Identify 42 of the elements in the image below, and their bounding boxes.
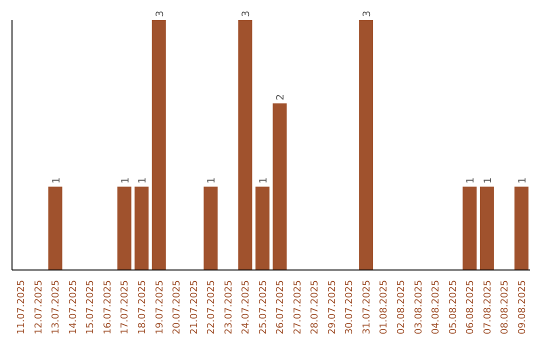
x-tick-label: 07.08.2025: [482, 280, 494, 334]
x-tick-label: 04.08.2025: [430, 280, 442, 334]
x-tick-label: 18.07.2025: [137, 280, 148, 334]
x-tick-label: 01.08.2025: [378, 280, 390, 334]
data-label: 3: [362, 10, 374, 17]
x-tick-label: 08.08.2025: [500, 280, 511, 334]
x-tick-label: 28.07.2025: [310, 280, 321, 334]
x-tick-label: 29.07.2025: [326, 280, 338, 334]
x-tick-label: 13.07.2025: [50, 280, 62, 334]
x-tick-label: 14.07.2025: [68, 280, 79, 334]
data-label: 1: [206, 177, 218, 184]
data-label: 1: [120, 177, 132, 184]
x-tick-label: 15.07.2025: [85, 280, 96, 334]
x-tick-label: 16.07.2025: [102, 280, 114, 334]
x-tick-label: 30.07.2025: [344, 280, 356, 334]
x-tick-label: 22.07.2025: [206, 280, 218, 334]
data-label: 1: [482, 177, 494, 184]
x-tick-label: 05.08.2025: [448, 280, 459, 334]
x-tick-label: 20.07.2025: [172, 280, 183, 334]
x-tick-label: 26.07.2025: [275, 280, 286, 334]
x-tick-label: 02.08.2025: [396, 280, 408, 334]
data-label: 1: [51, 177, 62, 184]
x-tick-label: 17.07.2025: [120, 280, 131, 334]
data-label: 1: [258, 177, 270, 184]
x-tick-label: 24.07.2025: [240, 280, 252, 334]
x-tick-label: 23.07.2025: [223, 280, 234, 334]
x-tick-label: 27.07.2025: [292, 280, 304, 334]
x-tick-label: 19.07.2025: [154, 280, 166, 334]
x-tick-label: 31.07.2025: [361, 280, 372, 334]
x-tick-label: 11.07.2025: [16, 280, 28, 334]
data-label: 1: [138, 177, 149, 184]
data-label: 1: [466, 177, 477, 184]
x-tick-label: 09.08.2025: [516, 280, 528, 334]
x-tick-label: 12.07.2025: [33, 280, 44, 334]
x-tick-label: 21.07.2025: [188, 280, 200, 334]
data-label: 1: [517, 177, 528, 184]
x-tick-label: 03.08.2025: [413, 280, 424, 334]
x-tick-label: 25.07.2025: [258, 280, 269, 334]
data-label: 2: [276, 94, 287, 100]
x-tick-label: 06.08.2025: [465, 280, 476, 334]
data-label: 3: [241, 10, 252, 17]
data-label: 3: [154, 10, 166, 17]
